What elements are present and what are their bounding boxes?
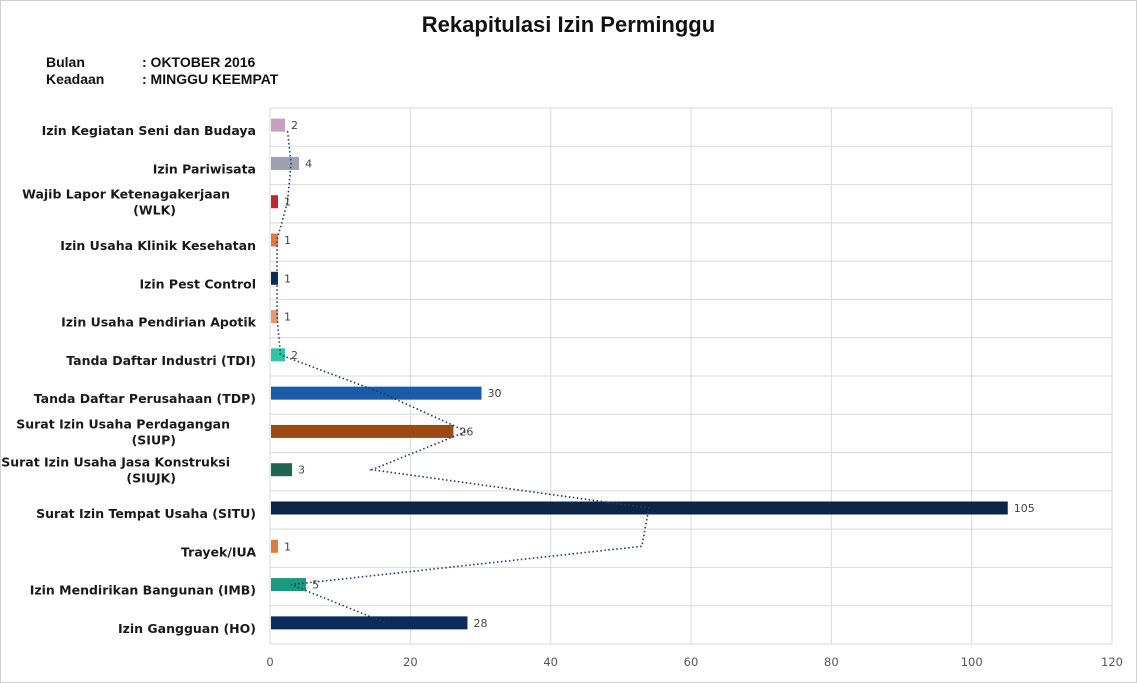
x-tick-label: 40 bbox=[543, 655, 558, 669]
category-label: Surat Izin Tempat Usaha (SITU) bbox=[36, 506, 256, 521]
bar bbox=[271, 233, 279, 247]
bar bbox=[271, 616, 468, 630]
data-label: 30 bbox=[488, 387, 502, 400]
data-label: 2 bbox=[291, 119, 298, 132]
data-label: 3 bbox=[298, 464, 305, 477]
x-tick-label: 20 bbox=[403, 655, 418, 669]
category-label: Izin Usaha Pendirian Apotik bbox=[61, 315, 257, 330]
category-label: Tanda Daftar Perusahaan (TDP) bbox=[34, 391, 256, 406]
x-tick-label: 120 bbox=[1101, 655, 1123, 669]
category-label: Izin Kegiatan Seni dan Budaya bbox=[42, 123, 256, 138]
category-label: Surat Izin Usaha Jasa Konstruksi (SIUJK) bbox=[1, 455, 230, 486]
x-tick-label: 80 bbox=[824, 655, 839, 669]
category-label: Izin Pariwisata bbox=[153, 161, 256, 176]
bulan-value: : OKTOBER 2016 bbox=[142, 54, 256, 70]
data-label: 1 bbox=[284, 311, 291, 324]
bar bbox=[271, 386, 482, 400]
category-label: Izin Mendirikan Bangunan (IMB) bbox=[30, 583, 256, 598]
data-label: 1 bbox=[284, 234, 291, 247]
keadaan-label: Keadaan bbox=[46, 71, 105, 87]
data-label: 2 bbox=[291, 349, 298, 362]
bar bbox=[271, 195, 279, 209]
data-label: 105 bbox=[1014, 502, 1035, 515]
bar bbox=[271, 463, 293, 477]
x-tick-label: 100 bbox=[961, 655, 983, 669]
category-label: Tanda Daftar Industri (TDI) bbox=[66, 353, 256, 368]
data-label: 1 bbox=[284, 272, 291, 285]
data-label: 4 bbox=[305, 157, 312, 170]
bar bbox=[271, 348, 286, 362]
data-label: 5 bbox=[312, 579, 319, 592]
category-label: Trayek/IUA bbox=[181, 544, 256, 559]
bar bbox=[271, 271, 279, 285]
bar bbox=[271, 539, 279, 553]
bar bbox=[271, 578, 307, 592]
category-label: Wajib Lapor Ketenagakerjaan (WLK) bbox=[22, 187, 230, 218]
data-label: 28 bbox=[473, 617, 487, 630]
chart-title: Rekapitulasi Izin Perminggu bbox=[421, 12, 716, 37]
category-label: Izin Gangguan (HO) bbox=[118, 621, 256, 636]
bar bbox=[271, 501, 1008, 515]
bar bbox=[271, 310, 279, 324]
keadaan-value: : MINGGU KEEMPAT bbox=[142, 71, 279, 87]
bulan-label: Bulan bbox=[46, 54, 85, 70]
category-label: Surat Izin Usaha Perdagangan (SIUP) bbox=[16, 416, 230, 447]
x-tick-label: 0 bbox=[266, 655, 273, 669]
bar bbox=[271, 118, 286, 132]
data-label: 1 bbox=[284, 196, 291, 209]
data-label: 26 bbox=[459, 425, 473, 438]
bar bbox=[271, 156, 300, 170]
data-label: 1 bbox=[284, 540, 291, 553]
category-label: Izin Pest Control bbox=[139, 276, 256, 291]
trendline bbox=[276, 131, 650, 624]
category-label: Izin Usaha Klinik Kesehatan bbox=[60, 238, 256, 253]
bar bbox=[271, 424, 454, 438]
x-tick-label: 60 bbox=[684, 655, 699, 669]
